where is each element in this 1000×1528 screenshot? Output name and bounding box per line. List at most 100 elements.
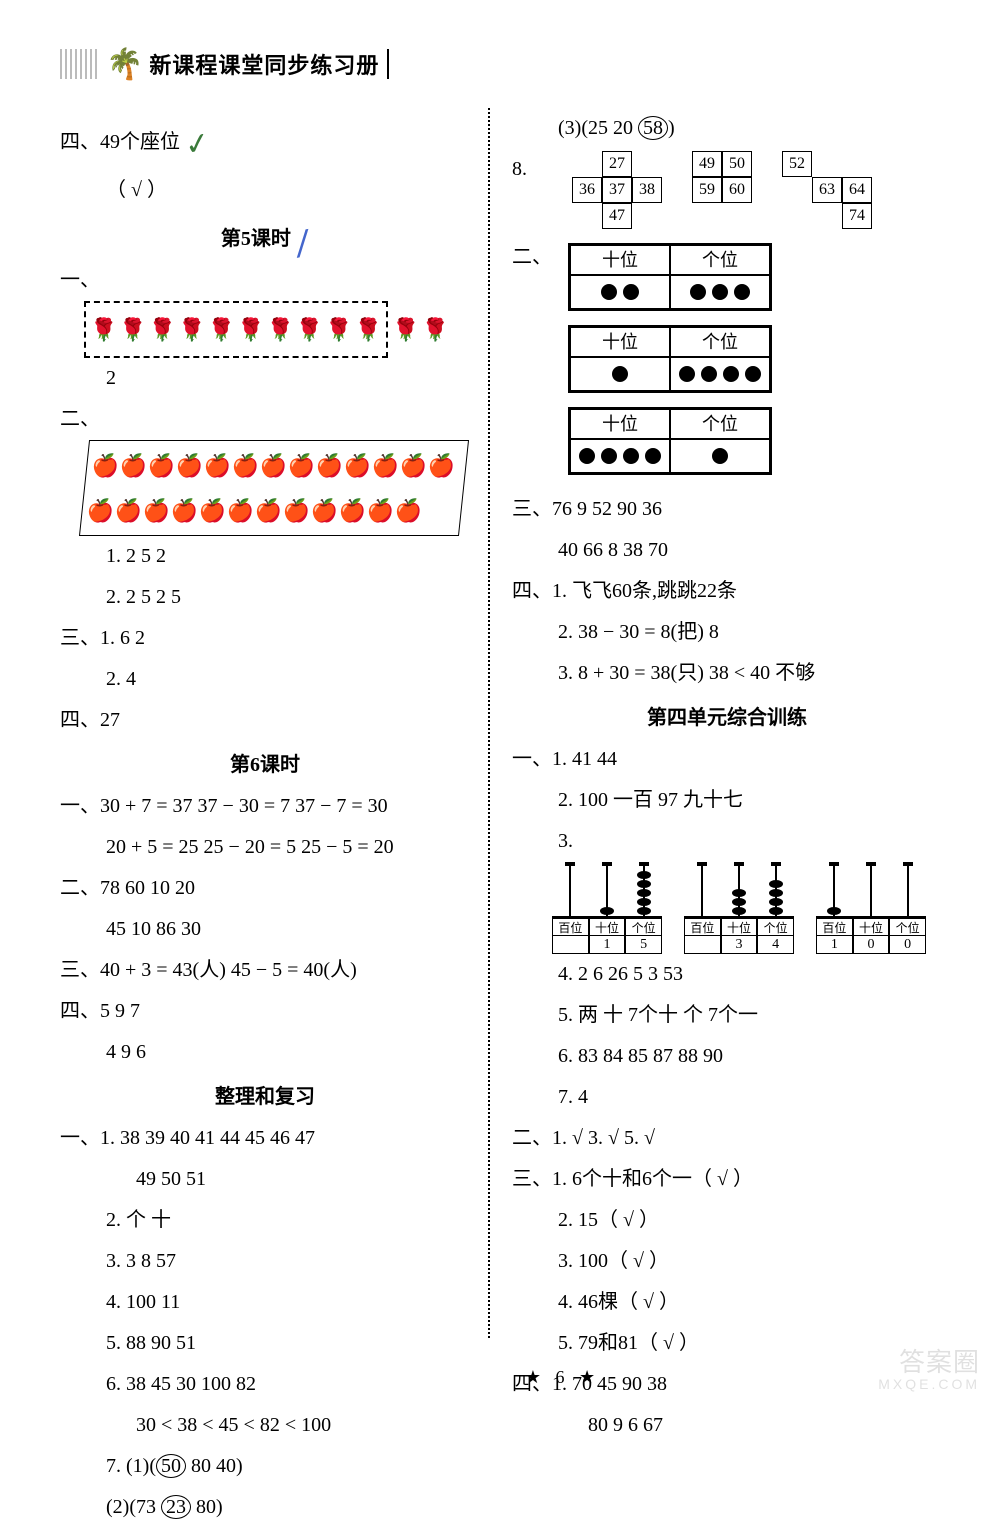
watermark: 答案圈 MXQE.COM bbox=[878, 1348, 980, 1392]
grid-cell: 74 bbox=[842, 203, 872, 229]
text-line: 二、1. √ 3. √ 5. √ bbox=[512, 1118, 942, 1159]
flower-icon: 🌹 bbox=[266, 307, 293, 352]
number-grid: 2736373847 bbox=[572, 151, 662, 229]
star-icon: ★ bbox=[525, 1367, 541, 1387]
text-line: 2 bbox=[60, 358, 470, 399]
apple-icon: 🍎 bbox=[203, 443, 231, 488]
text-line: 四、49个座位 ✓ bbox=[60, 108, 470, 170]
text: 80) bbox=[191, 1496, 223, 1518]
dot-icon bbox=[601, 448, 617, 464]
apple-icon: 🍎 bbox=[175, 443, 203, 488]
abacus-value: 0 bbox=[889, 936, 926, 954]
flower-icon: 🌹 bbox=[296, 307, 323, 352]
text-line: 三、1. 6个十和6个一（ √ ） bbox=[512, 1159, 942, 1200]
abacus-rod bbox=[870, 866, 872, 916]
abacus-label: 百位 bbox=[552, 918, 589, 936]
abacus: 百位十位个位34 bbox=[684, 868, 794, 954]
page-number: 6 bbox=[556, 1367, 565, 1387]
text-line: 2. 38 − 30 = 8(把) 8 bbox=[512, 612, 942, 653]
abacus-label: 个位 bbox=[889, 918, 926, 936]
flower-icon: 🌹 bbox=[392, 307, 419, 352]
apple-icon: 🍎 bbox=[427, 443, 455, 488]
abacus-rod bbox=[907, 866, 909, 916]
abacus-row: 3. bbox=[512, 821, 942, 862]
number-grids: 27363738474950596052636474 bbox=[572, 151, 872, 229]
section-title: 整理和复习 bbox=[60, 1077, 470, 1118]
place-value-table: 十位个位 bbox=[568, 407, 772, 479]
pv-dots bbox=[570, 357, 670, 391]
pv-section: 二、 十位个位十位个位十位个位 bbox=[512, 237, 942, 489]
flower-icon: 🌹 bbox=[421, 307, 448, 352]
dot-icon bbox=[712, 448, 728, 464]
pv-header: 个位 bbox=[670, 245, 770, 275]
abacus-label: 十位 bbox=[589, 918, 626, 936]
grids-row: 8. 27363738474950596052636474 bbox=[512, 149, 942, 229]
text-line: 4. 2 6 26 5 3 53 bbox=[512, 954, 942, 995]
abacus-value: 1 bbox=[816, 936, 853, 954]
text-line: 一、30 + 7 = 37 37 − 30 = 7 37 − 7 = 30 bbox=[60, 786, 470, 827]
star-icon: ★ bbox=[579, 1367, 595, 1387]
bead-icon bbox=[827, 907, 841, 915]
abacus-value: 0 bbox=[853, 936, 890, 954]
text-line: 一、1. 38 39 40 41 44 45 46 47 bbox=[60, 1118, 470, 1159]
dot-icon bbox=[734, 284, 750, 300]
page-footer: ★ 6 ★ bbox=[60, 1367, 1000, 1388]
text: 四、49个座位 bbox=[60, 131, 180, 153]
text-line: 2. 4 bbox=[60, 659, 470, 700]
abacus-label: 十位 bbox=[721, 918, 758, 936]
text-line: 一、1. 41 44 bbox=[512, 739, 942, 780]
flower-icon: 🌹 bbox=[149, 307, 176, 352]
grid-cell: 52 bbox=[782, 151, 812, 177]
grid-cell: 59 bbox=[692, 177, 722, 203]
flower-icon: 🌹 bbox=[178, 307, 205, 352]
bead-icon bbox=[600, 907, 614, 915]
apple-box: 🍎🍎🍎🍎🍎🍎🍎🍎🍎🍎🍎🍎🍎🍎🍎🍎🍎🍎🍎🍎🍎🍎🍎🍎🍎 bbox=[79, 440, 469, 536]
text-line: 20 + 5 = 25 25 − 20 = 5 25 − 5 = 20 bbox=[60, 827, 470, 868]
text-line: 45 10 86 30 bbox=[60, 909, 470, 950]
flower-icon: 🌹 bbox=[90, 307, 117, 352]
grid-cell bbox=[782, 203, 812, 229]
place-value-table: 十位个位 bbox=[568, 325, 772, 397]
grid-cell: 60 bbox=[722, 177, 752, 203]
text-line: 三、1. 6 2 bbox=[60, 618, 470, 659]
bead-icon bbox=[769, 898, 783, 906]
right-column: (3)(25 20 58) 8. 27363738474950596052636… bbox=[512, 108, 942, 1338]
slash-icon: ╱ bbox=[292, 220, 313, 267]
abacus-label: 个位 bbox=[625, 918, 662, 936]
flower-icon: 🌹 bbox=[237, 307, 264, 352]
text-line: 30 < 38 < 45 < 82 < 100 bbox=[60, 1405, 470, 1446]
check-icon: ✓ bbox=[180, 112, 215, 177]
dot-icon bbox=[745, 366, 761, 382]
text-line: 2. 15（ √ ） bbox=[512, 1200, 942, 1241]
label: 3. bbox=[558, 830, 573, 852]
apple-icon: 🍎 bbox=[147, 443, 175, 488]
abacus-value: 4 bbox=[757, 936, 794, 954]
dot-icon bbox=[645, 448, 661, 464]
grid-cell: 38 bbox=[632, 177, 662, 203]
apple-icon: 🍎 bbox=[115, 488, 143, 533]
page: 🌴 新课程课堂同步练习册 四、49个座位 ✓ （ √ ） 第5课时 ╱ 一、 🌹… bbox=[0, 0, 1000, 1410]
watermark-main: 答案圈 bbox=[878, 1348, 980, 1377]
grid-cell bbox=[812, 203, 842, 229]
apple-icon: 🍎 bbox=[283, 488, 311, 533]
pv-header: 十位 bbox=[570, 409, 670, 439]
label: 8. bbox=[512, 149, 542, 190]
pv-header: 十位 bbox=[570, 327, 670, 357]
grid-cell: 47 bbox=[602, 203, 632, 229]
page-header: 🌴 新课程课堂同步练习册 bbox=[60, 40, 950, 88]
flower-boxes: 🌹🌹🌹🌹🌹🌹🌹🌹🌹🌹 🌹🌹 bbox=[60, 301, 470, 358]
text-line: 四、27 bbox=[60, 700, 470, 741]
grid-cell bbox=[632, 203, 662, 229]
flower-icon: 🌹 bbox=[208, 307, 235, 352]
text-line: 7. (1)(50 80 40) bbox=[60, 1446, 470, 1487]
number-grid: 52636474 bbox=[782, 151, 872, 229]
bead-icon bbox=[732, 898, 746, 906]
grid-cell bbox=[782, 177, 812, 203]
apple-icon: 🍎 bbox=[395, 488, 423, 533]
text: 第5课时 bbox=[221, 228, 291, 250]
abacus-rod bbox=[833, 866, 835, 916]
text-line: 四、1. 飞飞60条,跳跳22条 bbox=[512, 571, 942, 612]
flower-dashed-box: 🌹🌹🌹🌹🌹🌹🌹🌹🌹🌹 bbox=[84, 301, 388, 358]
label: 二、 bbox=[60, 399, 470, 440]
text-line: 49 50 51 bbox=[60, 1159, 470, 1200]
